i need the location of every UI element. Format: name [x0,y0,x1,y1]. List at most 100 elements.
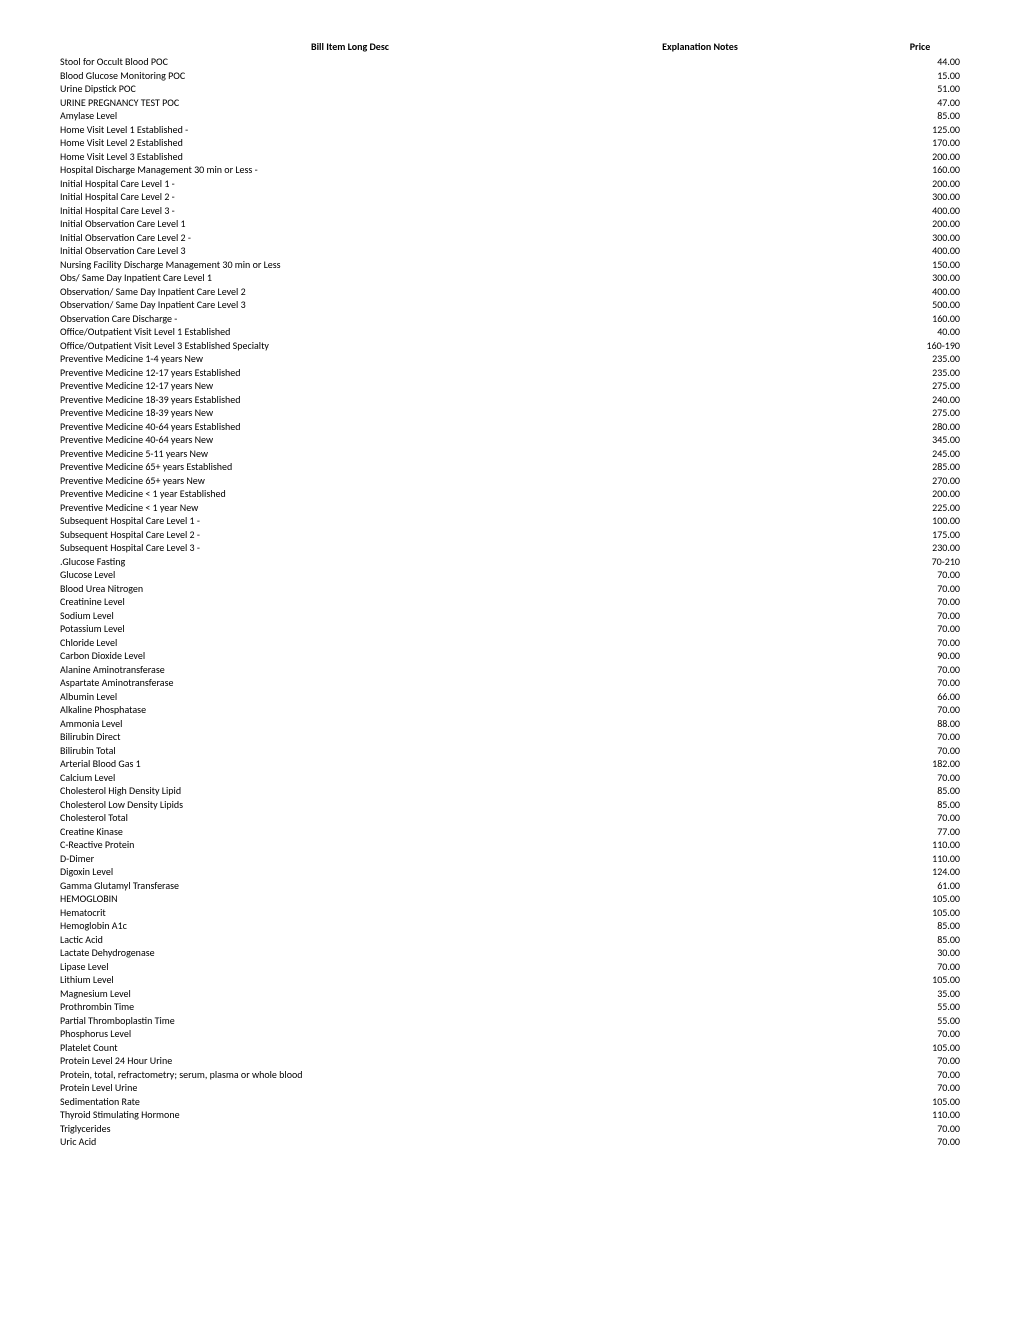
cell-notes [480,973,880,987]
table-row: Preventive Medicine 12-17 years Establis… [60,366,960,380]
header-notes: Explanation Notes [520,40,880,53]
cell-desc: Obs/ Same Day Inpatient Care Level 1 [60,271,480,285]
cell-desc: Alanine Aminotransferase [60,663,480,677]
cell-desc: Initial Hospital Care Level 3 - [60,204,480,218]
table-row: Alkaline Phosphatase70.00 [60,703,960,717]
cell-notes [480,825,880,839]
cell-price: 400.00 [880,285,960,299]
cell-desc: Glucose Level [60,568,480,582]
cell-notes [480,987,880,1001]
table-row: Bilirubin Direct70.00 [60,730,960,744]
cell-desc: Creatinine Level [60,595,480,609]
cell-price: 70.00 [880,744,960,758]
table-row: Ammonia Level88.00 [60,717,960,731]
cell-price: 200.00 [880,487,960,501]
cell-price: 200.00 [880,177,960,191]
cell-notes [480,933,880,947]
cell-price: 124.00 [880,865,960,879]
cell-price: 235.00 [880,352,960,366]
table-row: Protein Level 24 Hour Urine70.00 [60,1054,960,1068]
cell-price: 345.00 [880,433,960,447]
cell-price: 85.00 [880,784,960,798]
cell-desc: Partial Thromboplastin Time [60,1014,480,1028]
cell-price: 70.00 [880,1068,960,1082]
table-row: Calcium Level70.00 [60,771,960,785]
cell-price: 125.00 [880,123,960,137]
table-row: Cholesterol Low Density Lipids85.00 [60,798,960,812]
cell-price: 70.00 [880,1081,960,1095]
cell-price: 160.00 [880,163,960,177]
cell-desc: Subsequent Hospital Care Level 2 - [60,528,480,542]
cell-desc: Blood Urea Nitrogen [60,582,480,596]
cell-notes [480,312,880,326]
table-row: Carbon Dioxide Level90.00 [60,649,960,663]
cell-price: 225.00 [880,501,960,515]
cell-notes [480,96,880,110]
table-row: Partial Thromboplastin Time55.00 [60,1014,960,1028]
cell-notes [480,150,880,164]
table-row: Hematocrit105.00 [60,906,960,920]
table-row: Bilirubin Total70.00 [60,744,960,758]
cell-price: 70.00 [880,703,960,717]
table-row: Home Visit Level 2 Established170.00 [60,136,960,150]
cell-desc: Subsequent Hospital Care Level 1 - [60,514,480,528]
cell-desc: Ammonia Level [60,717,480,731]
table-row: Gamma Glutamyl Transferase61.00 [60,879,960,893]
cell-desc: C-Reactive Protein [60,838,480,852]
table-row: Creatinine Level70.00 [60,595,960,609]
cell-notes [480,663,880,677]
cell-notes [480,852,880,866]
cell-desc: Cholesterol High Density Lipid [60,784,480,798]
table-row: Initial Hospital Care Level 1 -200.00 [60,177,960,191]
cell-price: 70-210 [880,555,960,569]
cell-notes [480,325,880,339]
cell-notes [480,541,880,555]
cell-notes [480,1108,880,1122]
table-row: Nursing Facility Discharge Management 30… [60,258,960,272]
cell-notes [480,1081,880,1095]
cell-notes [480,690,880,704]
table-row: Preventive Medicine 65+ years Establishe… [60,460,960,474]
cell-desc: Initial Hospital Care Level 2 - [60,190,480,204]
table-row: Preventive Medicine 65+ years New270.00 [60,474,960,488]
cell-notes [480,487,880,501]
cell-price: 70.00 [880,1135,960,1149]
table-row: Protein, total, refractometry; serum, pl… [60,1068,960,1082]
table-row: Aspartate Aminotransferase70.00 [60,676,960,690]
cell-desc: Phosphorus Level [60,1027,480,1041]
cell-desc: Cholesterol Total [60,811,480,825]
cell-price: 44.00 [880,55,960,69]
cell-price: 400.00 [880,244,960,258]
cell-price: 55.00 [880,1000,960,1014]
cell-price: 110.00 [880,1108,960,1122]
table-row: Protein Level Urine70.00 [60,1081,960,1095]
cell-price: 70.00 [880,811,960,825]
table-row: Preventive Medicine 1-4 years New235.00 [60,352,960,366]
cell-price: 200.00 [880,217,960,231]
table-row: Amylase Level85.00 [60,109,960,123]
cell-desc: Amylase Level [60,109,480,123]
cell-desc: Subsequent Hospital Care Level 3 - [60,541,480,555]
table-row: .Glucose Fasting70-210 [60,555,960,569]
cell-desc: Initial Observation Care Level 2 - [60,231,480,245]
cell-price: 275.00 [880,379,960,393]
cell-notes [480,649,880,663]
cell-desc: Preventive Medicine 12-17 years Establis… [60,366,480,380]
cell-notes [480,568,880,582]
cell-notes [480,177,880,191]
cell-notes [480,879,880,893]
cell-price: 70.00 [880,1122,960,1136]
table-row: Phosphorus Level70.00 [60,1027,960,1041]
cell-notes [480,798,880,812]
cell-desc: Home Visit Level 1 Established - [60,123,480,137]
cell-notes [480,838,880,852]
cell-notes [480,555,880,569]
table-row: Uric Acid70.00 [60,1135,960,1149]
cell-price: 35.00 [880,987,960,1001]
cell-desc: Albumin Level [60,690,480,704]
cell-desc: Preventive Medicine 12-17 years New [60,379,480,393]
cell-desc: Preventive Medicine < 1 year Established [60,487,480,501]
cell-desc: Thyroid Stimulating Hormone [60,1108,480,1122]
cell-price: 90.00 [880,649,960,663]
cell-price: 100.00 [880,514,960,528]
